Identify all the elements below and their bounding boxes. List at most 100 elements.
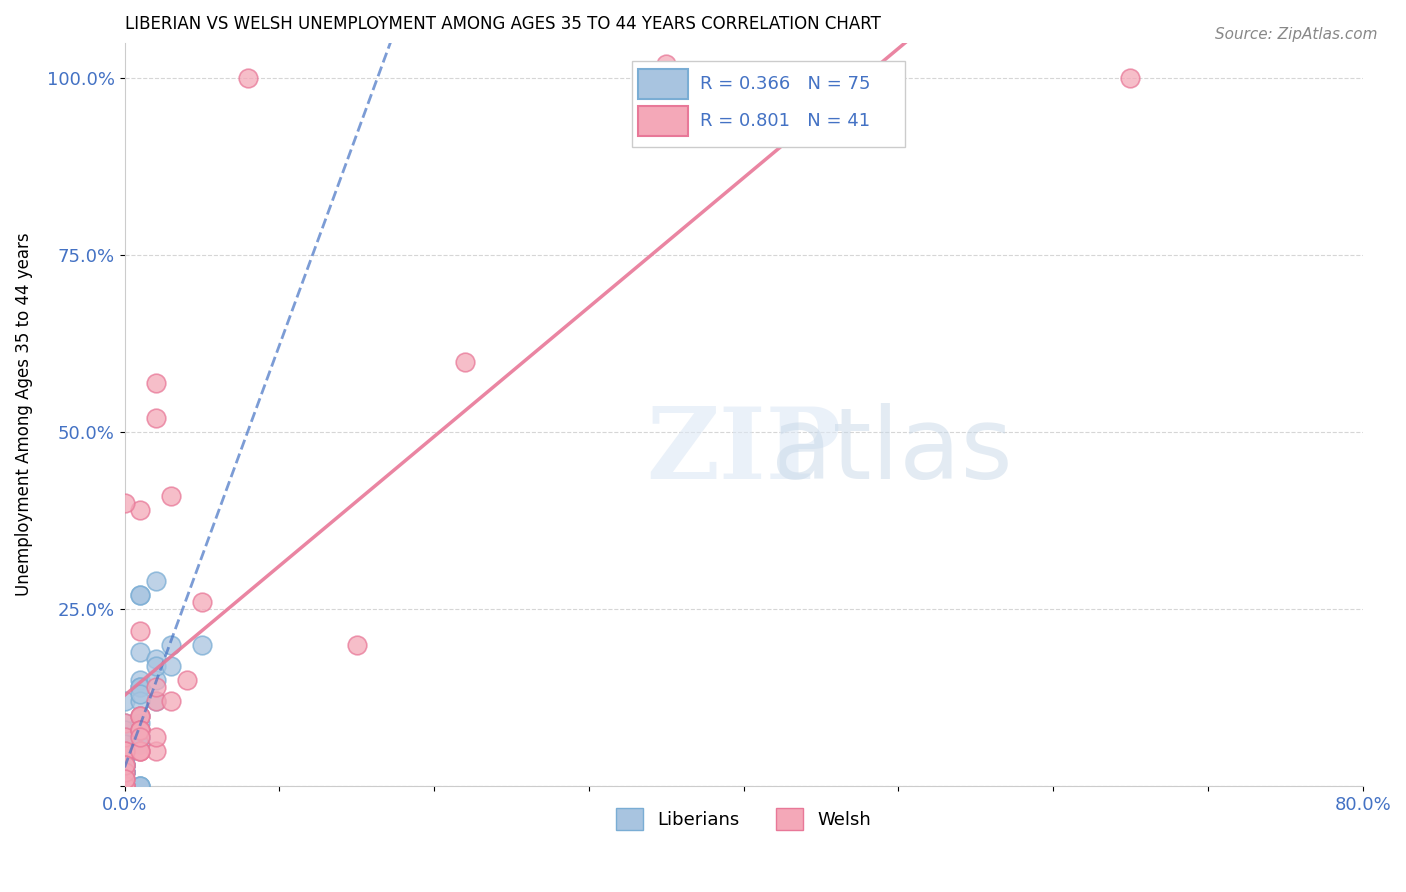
Point xyxy=(114,780,136,794)
Text: R = 0.801   N = 41: R = 0.801 N = 41 xyxy=(700,112,870,130)
Point xyxy=(114,765,136,780)
Point xyxy=(129,708,152,723)
Point xyxy=(114,496,136,510)
Legend: Liberians, Welsh: Liberians, Welsh xyxy=(609,800,879,837)
Point xyxy=(129,673,152,688)
Point xyxy=(114,780,136,794)
Point xyxy=(114,780,136,794)
Point xyxy=(114,780,136,794)
Y-axis label: Unemployment Among Ages 35 to 44 years: Unemployment Among Ages 35 to 44 years xyxy=(15,233,32,597)
Point xyxy=(191,638,214,652)
Text: LIBERIAN VS WELSH UNEMPLOYMENT AMONG AGES 35 TO 44 YEARS CORRELATION CHART: LIBERIAN VS WELSH UNEMPLOYMENT AMONG AGE… xyxy=(125,15,880,33)
Point xyxy=(145,694,167,708)
Point xyxy=(114,758,136,772)
Point xyxy=(114,780,136,794)
Point xyxy=(114,780,136,794)
Point xyxy=(114,758,136,772)
Point xyxy=(114,758,136,772)
Point xyxy=(114,780,136,794)
Point xyxy=(454,354,477,368)
Point xyxy=(145,652,167,666)
Point xyxy=(114,765,136,780)
Point xyxy=(655,57,678,71)
Point xyxy=(114,780,136,794)
FancyBboxPatch shape xyxy=(633,62,904,147)
Point xyxy=(129,744,152,758)
Point xyxy=(160,638,183,652)
Point xyxy=(129,681,152,695)
Point xyxy=(129,780,152,794)
Point xyxy=(114,744,136,758)
Point xyxy=(129,730,152,744)
Point xyxy=(129,744,152,758)
Point xyxy=(145,681,167,695)
Point xyxy=(1119,71,1142,86)
Point xyxy=(160,659,183,673)
Point xyxy=(114,780,136,794)
Point xyxy=(145,730,167,744)
Point xyxy=(145,574,167,588)
Point xyxy=(129,708,152,723)
Point xyxy=(114,780,136,794)
FancyBboxPatch shape xyxy=(638,106,688,136)
Point xyxy=(129,588,152,602)
Point xyxy=(129,730,152,744)
Point xyxy=(114,744,136,758)
Point xyxy=(114,780,136,794)
Point xyxy=(114,737,136,751)
Point xyxy=(129,730,152,744)
Point xyxy=(129,503,152,517)
Point xyxy=(129,723,152,737)
Point xyxy=(114,780,136,794)
Point xyxy=(160,489,183,503)
Point xyxy=(114,780,136,794)
Point xyxy=(114,772,136,787)
Text: R = 0.366   N = 75: R = 0.366 N = 75 xyxy=(700,75,870,93)
Point xyxy=(114,765,136,780)
Point xyxy=(191,595,214,609)
Point xyxy=(114,765,136,780)
Point xyxy=(114,780,136,794)
Point xyxy=(129,730,152,744)
Point xyxy=(145,376,167,390)
Point xyxy=(114,780,136,794)
Point xyxy=(114,780,136,794)
Point xyxy=(114,744,136,758)
Text: Source: ZipAtlas.com: Source: ZipAtlas.com xyxy=(1215,27,1378,42)
Point xyxy=(129,588,152,602)
Point xyxy=(114,780,136,794)
Text: ZIP: ZIP xyxy=(647,403,841,500)
Point xyxy=(114,751,136,765)
Point xyxy=(129,715,152,730)
Point xyxy=(145,659,167,673)
Point xyxy=(129,723,152,737)
Point xyxy=(114,780,136,794)
Point xyxy=(114,780,136,794)
Point xyxy=(114,780,136,794)
Point xyxy=(145,694,167,708)
Text: atlas: atlas xyxy=(772,403,1012,500)
Point xyxy=(114,758,136,772)
Point xyxy=(114,772,136,787)
Point xyxy=(129,645,152,659)
Point xyxy=(114,780,136,794)
Point xyxy=(114,715,136,730)
Point xyxy=(114,723,136,737)
Point xyxy=(145,673,167,688)
Point xyxy=(114,780,136,794)
Point xyxy=(129,624,152,638)
Point xyxy=(114,744,136,758)
Point xyxy=(655,106,678,120)
Point xyxy=(114,780,136,794)
Point xyxy=(114,780,136,794)
Point xyxy=(114,780,136,794)
Point xyxy=(129,687,152,701)
Point xyxy=(114,780,136,794)
Point xyxy=(114,780,136,794)
Point xyxy=(114,730,136,744)
Point xyxy=(145,744,167,758)
Point xyxy=(160,694,183,708)
Point xyxy=(129,723,152,737)
FancyBboxPatch shape xyxy=(638,69,688,99)
Point xyxy=(114,765,136,780)
